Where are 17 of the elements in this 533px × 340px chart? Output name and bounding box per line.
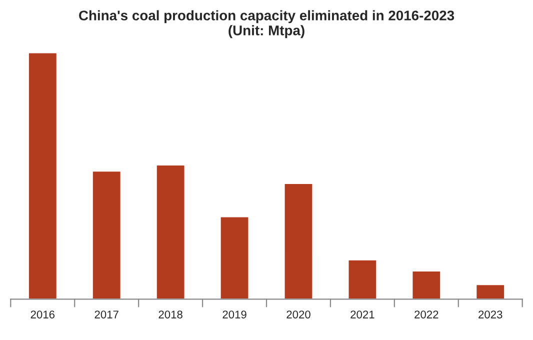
bar [283,182,314,300]
x-tick-label: 2021 [350,310,374,318]
x-tick-label: 2018 [158,310,182,318]
x-tick-label: 2020 [286,310,310,318]
bar [219,216,250,300]
chart-title: China's coal production capacity eliminated in 2016-2023 (Unit: Mtpa) [79,10,454,38]
x-tick-label: 2022 [414,310,438,318]
bar [475,284,506,300]
x-tick-label: 2019 [222,310,246,318]
bar [92,170,122,300]
bar [155,164,186,300]
x-tick-label: 2017 [94,310,118,318]
bar [28,52,58,300]
bar [411,270,442,300]
x-tick-label: 2023 [478,310,502,318]
x-tick-label: 2016 [30,310,55,318]
bar [347,259,378,300]
